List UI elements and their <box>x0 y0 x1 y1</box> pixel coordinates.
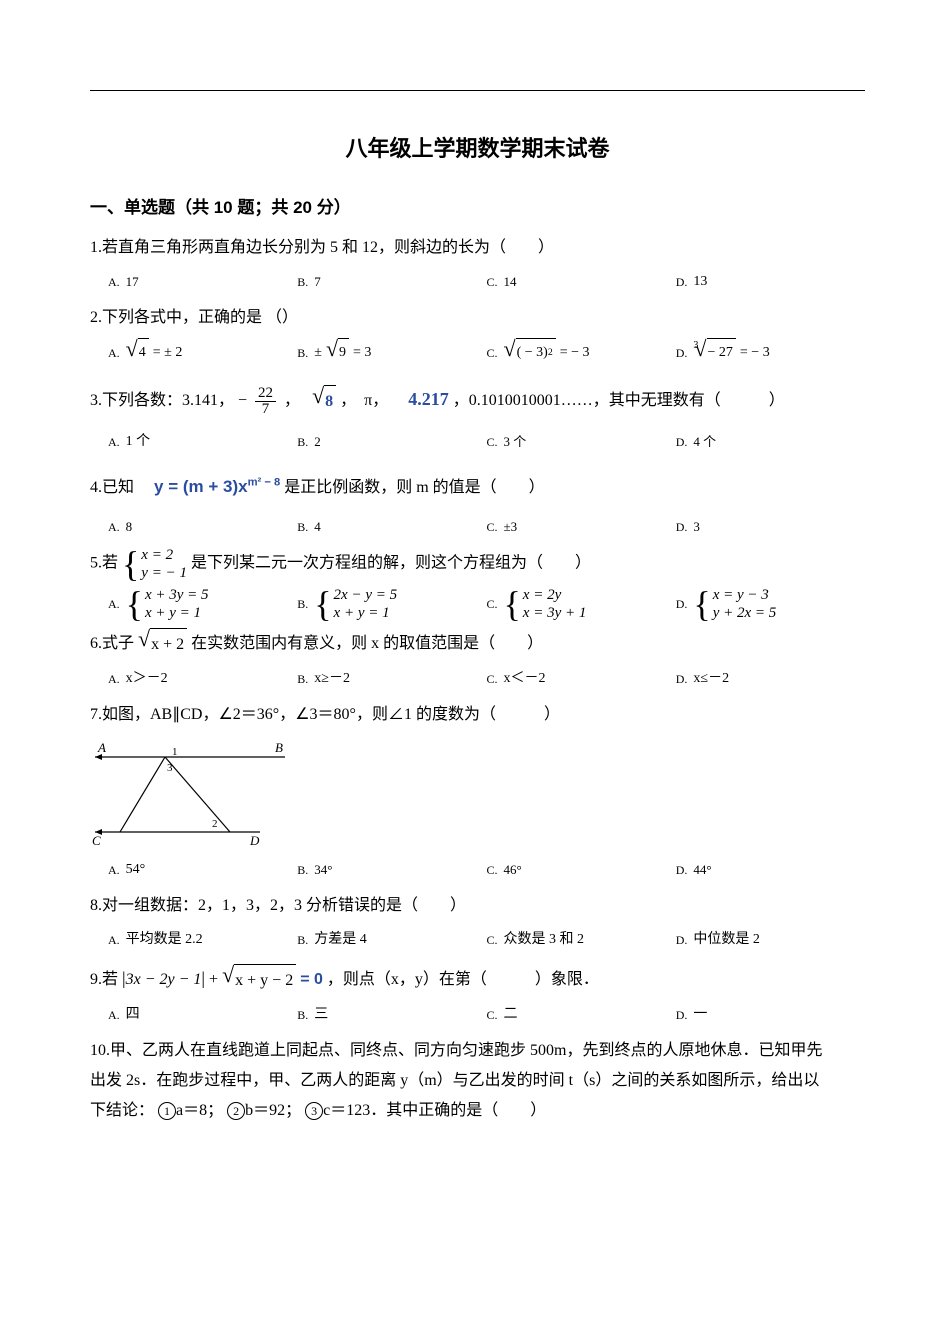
q3-opt-a[interactable]: A.1 个 <box>108 428 297 456</box>
q2-opt-b[interactable]: B. ± √9 = 3 <box>297 338 486 367</box>
q6-opt-a[interactable]: A.x＞－2 <box>108 665 297 693</box>
question-10-line2: 出发 2s．在跑步过程中，甲、乙两人的距离 y（m）与乙出发的时间 t（s）之间… <box>90 1065 865 1097</box>
q4-opt-d[interactable]: D.3 <box>676 514 865 540</box>
q8-opt-a[interactable]: A.平均数是 2.2 <box>108 926 297 954</box>
svg-text:2: 2 <box>212 818 218 830</box>
q8-options: A.平均数是 2.2 B.方差是 4 C.众数是 3 和 2 D.中位数是 2 <box>90 926 865 954</box>
circled-1: 1 <box>158 1102 176 1120</box>
circled-3: 3 <box>305 1102 323 1120</box>
page-title: 八年级上学期数学期末试卷 <box>90 131 865 163</box>
question-10-line3: 下结论： 1a＝8； 2b＝92； 3c＝123．其中正确的是（ ） <box>90 1095 865 1127</box>
question-4: 4.已知 y = (m + 3)xm² − 8 是正比例函数，则 m 的值是（ … <box>90 470 865 504</box>
q8-opt-c[interactable]: C.众数是 3 和 2 <box>487 926 676 954</box>
q3-options: A.1 个 B.2 C.3 个 D.4 个 <box>90 428 865 456</box>
q4-opt-b[interactable]: B.4 <box>297 514 486 540</box>
q5-options: A. {x + 3y = 5x + y = 1 B. {2x − y = 5x … <box>90 586 865 622</box>
circled-2: 2 <box>227 1102 245 1120</box>
q3-opt-b[interactable]: B.2 <box>297 428 486 456</box>
q3-opt-d[interactable]: D.4 个 <box>676 428 865 456</box>
question-5: 5.若 {x = 2y = − 1 是下列某二元一次方程组的解，则这个方程组为（… <box>90 546 865 582</box>
q6-opt-d[interactable]: D.x≤－2 <box>676 665 865 693</box>
q5-opt-a[interactable]: A. {x + 3y = 5x + y = 1 <box>108 586 297 622</box>
q9-opt-c[interactable]: C.二 <box>487 1001 676 1029</box>
q4-options: A.8 B.4 C.±3 D.3 <box>90 514 865 540</box>
question-9: 9.若 |3x − 2y − 1| + √x + y − 2 = 0 ，则点（x… <box>90 960 865 997</box>
q5-opt-d[interactable]: D. {x = y − 3y + 2x = 5 <box>676 586 865 622</box>
q1-options: A.17 B.7 C.14 D.13 <box>90 268 865 296</box>
q7-opt-a[interactable]: A.54° <box>108 856 297 884</box>
svg-text:D: D <box>249 833 260 847</box>
q4-opt-a[interactable]: A.8 <box>108 514 297 540</box>
q7-opt-c[interactable]: C.46° <box>487 856 676 884</box>
question-2: 2.下列各式中，正确的是 （） <box>90 302 865 334</box>
question-8: 8.对一组数据：2，1，3，2，3 分析错误的是（ ） <box>90 890 865 922</box>
q9-opt-b[interactable]: B.三 <box>297 1001 486 1029</box>
q1-opt-a[interactable]: A.17 <box>108 268 297 296</box>
q1-opt-b[interactable]: B.7 <box>297 268 486 296</box>
svg-text:A: A <box>97 740 106 755</box>
question-6: 6.式子 √x + 2 在实数范围内有意义，则 x 的取值范围是（ ） <box>90 628 865 661</box>
q8-opt-b[interactable]: B.方差是 4 <box>297 926 486 954</box>
q9-opt-d[interactable]: D.一 <box>676 1001 865 1029</box>
q1-opt-c[interactable]: C.14 <box>487 268 676 296</box>
top-rule <box>90 90 865 91</box>
question-10-line1: 10.甲、乙两人在直线跑道上同起点、同终点、同方向匀速跑步 500m，先到终点的… <box>90 1035 865 1067</box>
q7-diagram: A B C D 1 3 2 <box>90 737 865 852</box>
q7-opt-d[interactable]: D.44° <box>676 856 865 884</box>
q6-opt-c[interactable]: C.x＜－2 <box>487 665 676 693</box>
q1-opt-d[interactable]: D.13 <box>676 268 865 296</box>
svg-text:B: B <box>275 740 283 755</box>
question-1: 1.若直角三角形两直角边长分别为 5 和 12，则斜边的长为（ ） <box>90 232 865 264</box>
q2-opt-d[interactable]: D. 3√− 27 = − 3 <box>676 338 865 367</box>
q2-opt-a[interactable]: A. √4 = ± 2 <box>108 338 297 367</box>
svg-text:3: 3 <box>167 762 173 774</box>
q7-options: A.54° B.34° C.46° D.44° <box>90 856 865 884</box>
q9-opt-a[interactable]: A.四 <box>108 1001 297 1029</box>
q5-opt-c[interactable]: C. {x = 2yx = 3y + 1 <box>487 586 676 622</box>
q6-options: A.x＞－2 B.x≥－2 C.x＜－2 D.x≤－2 <box>90 665 865 693</box>
section-heading: 一、单选题（共 10 题；共 20 分） <box>90 193 865 218</box>
q3-opt-c[interactable]: C.3 个 <box>487 428 676 456</box>
q5-opt-b[interactable]: B. {2x − y = 5x + y = 1 <box>297 586 486 622</box>
q2-options: A. √4 = ± 2 B. ± √9 = 3 C. √( − 3)2 = − … <box>90 338 865 367</box>
q2-opt-c[interactable]: C. √( − 3)2 = − 3 <box>487 338 676 367</box>
q6-opt-b[interactable]: B.x≥－2 <box>297 665 486 693</box>
svg-text:C: C <box>92 833 101 847</box>
question-7: 7.如图，AB∥CD，∠2＝36°，∠3＝80°，则∠1 的度数为（ ） <box>90 699 865 731</box>
q8-opt-d[interactable]: D.中位数是 2 <box>676 926 865 954</box>
q9-options: A.四 B.三 C.二 D.一 <box>90 1001 865 1029</box>
question-3: 3.下列各数：3.141， − 227 ， √8 ， π， 4.217 ，0.1… <box>90 381 865 418</box>
q7-opt-b[interactable]: B.34° <box>297 856 486 884</box>
q4-opt-c[interactable]: C.±3 <box>487 514 676 540</box>
svg-text:1: 1 <box>172 746 178 758</box>
